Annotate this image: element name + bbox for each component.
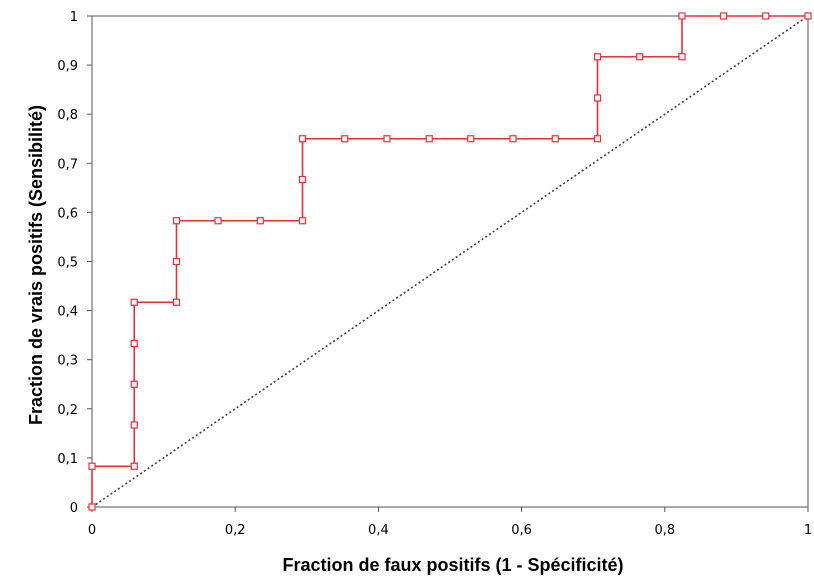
roc-point-marker (383, 135, 391, 143)
roc-point-marker (804, 12, 812, 20)
y-tick-label: 0,6 (57, 206, 78, 221)
y-tick-label: 0,5 (57, 256, 78, 271)
roc-point-marker (298, 175, 307, 184)
y-tick-label: 0,8 (57, 108, 78, 123)
roc-point-marker (762, 12, 770, 20)
roc-point-marker (551, 135, 559, 143)
roc-point-marker (214, 217, 222, 225)
roc-point-marker (88, 503, 96, 511)
roc-point-marker (593, 53, 602, 61)
roc-point-marker (593, 135, 602, 143)
y-tick-label: 0,3 (57, 354, 78, 369)
y-tick-label: 0 (70, 501, 78, 516)
x-tick-label: 0,2 (225, 523, 246, 538)
roc-point-marker (509, 135, 517, 143)
y-tick-label: 0,9 (57, 59, 78, 74)
y-tick-label: 0,2 (57, 403, 78, 418)
roc-point-marker (130, 339, 138, 348)
roc-point-marker (298, 135, 307, 143)
x-tick-label: 0 (88, 523, 96, 538)
roc-point-marker (467, 135, 475, 143)
x-axis-title: Fraction de faux positifs (1 - Spécifici… (282, 555, 623, 575)
roc-point-marker (593, 94, 602, 102)
x-axis-ticks: 0 0,2 0,4 0,6 0,8 1 (88, 507, 812, 538)
series-layer (88, 12, 812, 511)
roc-point-marker (719, 12, 728, 20)
roc-point-marker (256, 217, 264, 225)
roc-point-marker (341, 135, 349, 143)
x-tick-label: 0,8 (654, 523, 675, 538)
roc-point-marker (130, 380, 138, 388)
roc-point-marker (130, 462, 138, 470)
roc-point-marker (172, 217, 181, 225)
y-tick-label: 1 (70, 10, 78, 25)
roc-point-marker (636, 53, 644, 61)
roc-point-marker (172, 298, 181, 306)
reference-diagonal-line (91, 15, 809, 508)
y-tick-label: 0,4 (57, 305, 78, 320)
roc-point-marker (130, 298, 138, 306)
x-tick-label: 0,4 (368, 523, 389, 538)
roc-curve-line (91, 15, 808, 507)
roc-point-marker (88, 462, 96, 470)
roc-point-marker (172, 257, 181, 266)
roc-point-marker (130, 421, 138, 429)
x-tick-label: 0,6 (511, 523, 532, 538)
y-axis-title: Fraction de vrais positifs (Sensibilité) (26, 105, 46, 425)
roc-point-marker (425, 135, 433, 143)
x-tick-label: 1 (804, 523, 812, 538)
y-tick-label: 0,1 (57, 452, 78, 467)
y-axis-ticks: 0 0,1 0,2 0,3 0,4 0,5 0,6 0,7 0,8 0,9 1 (57, 10, 92, 516)
roc-point-marker (298, 217, 307, 225)
roc-point-marker (678, 53, 686, 61)
y-tick-label: 0,7 (57, 157, 78, 172)
roc-point-marker (678, 12, 686, 20)
